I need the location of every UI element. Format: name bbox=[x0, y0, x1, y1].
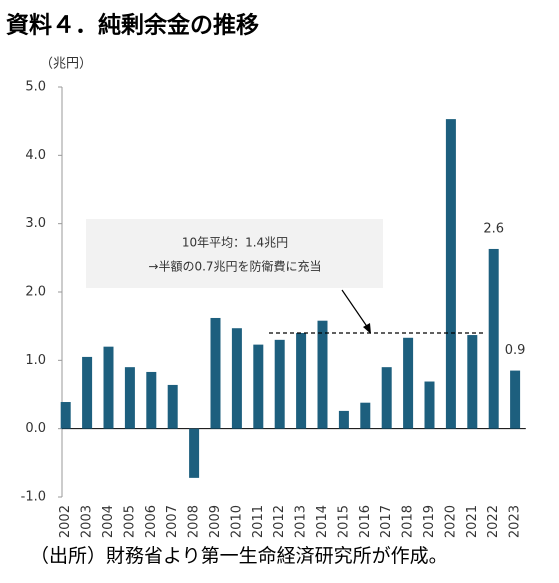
bar bbox=[146, 371, 157, 429]
bar bbox=[167, 384, 178, 429]
x-tick-label: 2015 bbox=[336, 505, 351, 538]
x-tick-label: 2004 bbox=[101, 505, 116, 538]
x-tick-label: 2012 bbox=[272, 505, 287, 538]
annotation-text: 10年平均：1.4兆円 bbox=[182, 236, 288, 250]
bar bbox=[467, 335, 478, 429]
bar bbox=[231, 328, 242, 429]
source-note: （出所）財務省より第一生命経済研究所が作成。 bbox=[30, 545, 448, 567]
arrow-head bbox=[363, 323, 371, 334]
bar bbox=[189, 428, 200, 478]
x-tick-label: 2020 bbox=[443, 505, 458, 538]
bar bbox=[124, 367, 135, 429]
y-tick-label: 0.0 bbox=[25, 421, 46, 436]
x-tick-label: 2013 bbox=[294, 505, 309, 538]
chart-title: 資料４．純剰余金の推移 bbox=[6, 12, 259, 39]
bar bbox=[381, 367, 392, 429]
x-tick-label: 2023 bbox=[508, 505, 523, 538]
data-label: 0.9 bbox=[505, 343, 526, 358]
x-tick-label: 2011 bbox=[251, 505, 266, 538]
x-tick-label: 2005 bbox=[122, 505, 137, 538]
x-tick-label: 2018 bbox=[401, 505, 416, 538]
y-tick-label: 2.0 bbox=[25, 285, 46, 300]
y-tick-label: -1.0 bbox=[21, 490, 46, 505]
bar bbox=[274, 339, 285, 429]
x-tick-label: 2008 bbox=[187, 505, 202, 538]
y-tick-label: 1.0 bbox=[25, 353, 46, 368]
bar bbox=[510, 370, 521, 429]
x-tick-label: 2006 bbox=[144, 505, 159, 538]
bar bbox=[82, 356, 93, 429]
x-tick-label: 2010 bbox=[229, 505, 244, 538]
x-tick-label: 2022 bbox=[486, 505, 501, 538]
bar bbox=[403, 337, 414, 429]
x-tick-label: 2014 bbox=[315, 505, 330, 538]
bar bbox=[360, 402, 371, 429]
x-tick-label: 2019 bbox=[422, 505, 437, 538]
x-tick-label: 2016 bbox=[358, 505, 373, 538]
bar bbox=[424, 381, 435, 429]
y-axis-label: （兆円） bbox=[40, 57, 92, 72]
annotation-text: →半額の0.7兆円を防衛費に充当 bbox=[148, 259, 321, 274]
x-tick-label: 2007 bbox=[165, 505, 180, 538]
y-tick-label: 3.0 bbox=[25, 216, 46, 231]
bar bbox=[445, 119, 456, 429]
x-tick-label: 2003 bbox=[80, 505, 95, 538]
bar bbox=[296, 333, 307, 429]
bar bbox=[338, 410, 349, 429]
bar bbox=[253, 344, 264, 429]
annotation-arrow bbox=[341, 289, 369, 329]
annotation-box bbox=[86, 219, 383, 288]
x-tick-label: 2009 bbox=[208, 505, 223, 538]
bar bbox=[103, 346, 114, 429]
y-tick-label: 4.0 bbox=[25, 148, 46, 163]
x-tick-label: 2021 bbox=[465, 505, 480, 538]
y-tick-label: 5.0 bbox=[25, 80, 46, 95]
x-tick-label: 2002 bbox=[58, 505, 73, 538]
bar bbox=[210, 317, 221, 429]
data-label: 2.6 bbox=[483, 221, 504, 236]
bar bbox=[317, 320, 328, 429]
bar bbox=[60, 402, 71, 429]
bar bbox=[488, 248, 499, 429]
x-tick-label: 2017 bbox=[379, 505, 394, 538]
